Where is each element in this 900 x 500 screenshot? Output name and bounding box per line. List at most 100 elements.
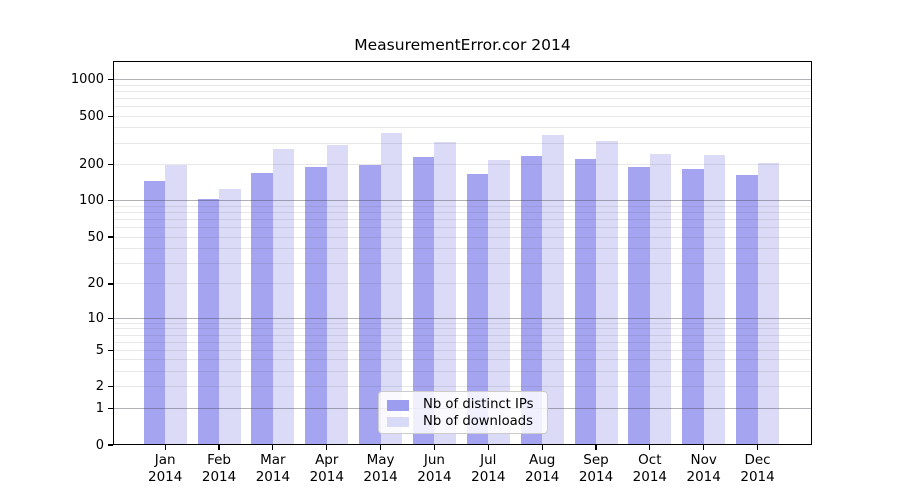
bar-downloads [380, 133, 403, 445]
x-tick-mark [487, 445, 489, 450]
x-tick-mark [272, 445, 274, 450]
x-tick-mark [541, 445, 543, 450]
gridline-minor [113, 227, 812, 229]
gridline-minor [113, 106, 812, 108]
x-tick-label: Jun 2014 [417, 452, 452, 485]
x-tick-label: Jan 2014 [148, 452, 183, 485]
gridline-minor [113, 115, 812, 117]
bar-downloads [649, 153, 672, 445]
x-tick-mark [218, 445, 220, 450]
x-tick-mark [756, 445, 759, 450]
bar-downloads [757, 163, 780, 445]
y-tick-mark [108, 163, 113, 166]
legend-swatch-distinct-ips [387, 400, 409, 411]
chart-title: MeasurementError.cor 2014 [354, 36, 571, 54]
y-tick-label: 1 [95, 400, 104, 416]
bar-downloads [596, 141, 618, 445]
gridline-minor [113, 90, 812, 92]
gridline-major [113, 317, 812, 319]
bar-distinct-ips [682, 169, 704, 445]
bar-distinct-ips [305, 167, 327, 445]
y-tick-label: 0 [95, 437, 104, 453]
bar-distinct-ips [466, 173, 489, 445]
legend-label-downloads: Nb of downloads [423, 413, 533, 429]
x-tick-label: May 2014 [363, 452, 398, 485]
bar-distinct-ips [197, 198, 220, 445]
bar-downloads [326, 144, 349, 445]
gridline-minor [113, 248, 812, 250]
y-tick-mark [108, 317, 113, 319]
gridline-minor [113, 127, 812, 129]
bar-distinct-ips [359, 165, 381, 445]
x-tick-label: Dec 2014 [740, 452, 775, 485]
legend-item-distinct-ips: Nb of distinct IPs [387, 397, 539, 414]
gridline-minor [113, 322, 812, 324]
x-tick-label: Feb 2014 [201, 452, 237, 485]
plot-area [113, 61, 812, 445]
bar-distinct-ips [251, 173, 273, 445]
gridline-minor [113, 262, 812, 264]
gridline-minor [113, 212, 812, 214]
x-tick-mark [433, 445, 436, 450]
bar-distinct-ips [628, 166, 650, 445]
gridline-minor [113, 386, 812, 388]
grid-layer [113, 61, 812, 445]
x-tick-mark [595, 445, 597, 450]
x-tick-label: Jul 2014 [471, 452, 506, 485]
x-tick-label: Aug 2014 [524, 452, 560, 485]
bar-downloads [703, 154, 726, 445]
x-tick-label: Mar 2014 [255, 452, 291, 485]
y-tick-label: 20 [87, 276, 104, 292]
gridline-major [113, 200, 812, 202]
gridline-minor [113, 334, 812, 336]
y-tick-mark [108, 349, 113, 351]
legend-label-distinct-ips: Nb of distinct IPs [423, 397, 534, 412]
gridline-minor [113, 84, 812, 86]
y-tick-mark [108, 79, 113, 81]
bar-downloads [272, 149, 295, 445]
y-tick-mark [108, 407, 113, 409]
gridline-minor [113, 371, 812, 373]
gridline-minor [113, 205, 812, 207]
gridline-minor [113, 341, 812, 343]
y-tick-mark [108, 444, 113, 446]
y-tick-label: 200 [79, 157, 104, 172]
y-tick-mark [108, 283, 113, 285]
x-tick-mark [649, 445, 651, 450]
x-tick-label: Apr 2014 [309, 452, 344, 485]
gridline-minor [113, 283, 812, 285]
bar-distinct-ips [574, 158, 596, 445]
gridline-minor [113, 359, 812, 361]
y-tick-label: 500 [79, 108, 104, 124]
x-tick-label: Nov 2014 [686, 452, 721, 485]
y-tick-label: 1000 [70, 72, 104, 88]
y-tick-label: 10 [87, 310, 104, 326]
y-tick-mark [108, 386, 113, 388]
bar-distinct-ips [736, 174, 758, 445]
gridline-minor [113, 349, 812, 351]
y-tick-label: 2 [95, 379, 104, 395]
bar-distinct-ips [412, 156, 435, 445]
bar-downloads [542, 135, 564, 445]
gridline-minor [113, 142, 812, 144]
legend-item-downloads: Nb of downloads [387, 414, 539, 431]
x-tick-label: Sep 2014 [578, 452, 614, 485]
gridline-minor [113, 97, 812, 99]
y-tick-label: 50 [87, 229, 104, 245]
gridline-minor [113, 164, 812, 165]
bar-downloads [219, 189, 241, 445]
x-tick-mark [164, 445, 166, 450]
y-tick-label: 100 [79, 193, 104, 209]
y-tick-label: 5 [95, 342, 104, 358]
gridline-minor [113, 236, 812, 238]
gridline-major [113, 79, 812, 81]
x-tick-mark [703, 445, 705, 450]
bar-distinct-ips [143, 181, 166, 445]
x-tick-mark [380, 445, 382, 450]
y-tick-mark [108, 200, 113, 202]
x-tick-mark [326, 445, 328, 450]
legend: Nb of distinct IPs Nb of downloads [378, 391, 548, 434]
bar-distinct-ips [520, 156, 543, 445]
bar-downloads [434, 141, 456, 445]
